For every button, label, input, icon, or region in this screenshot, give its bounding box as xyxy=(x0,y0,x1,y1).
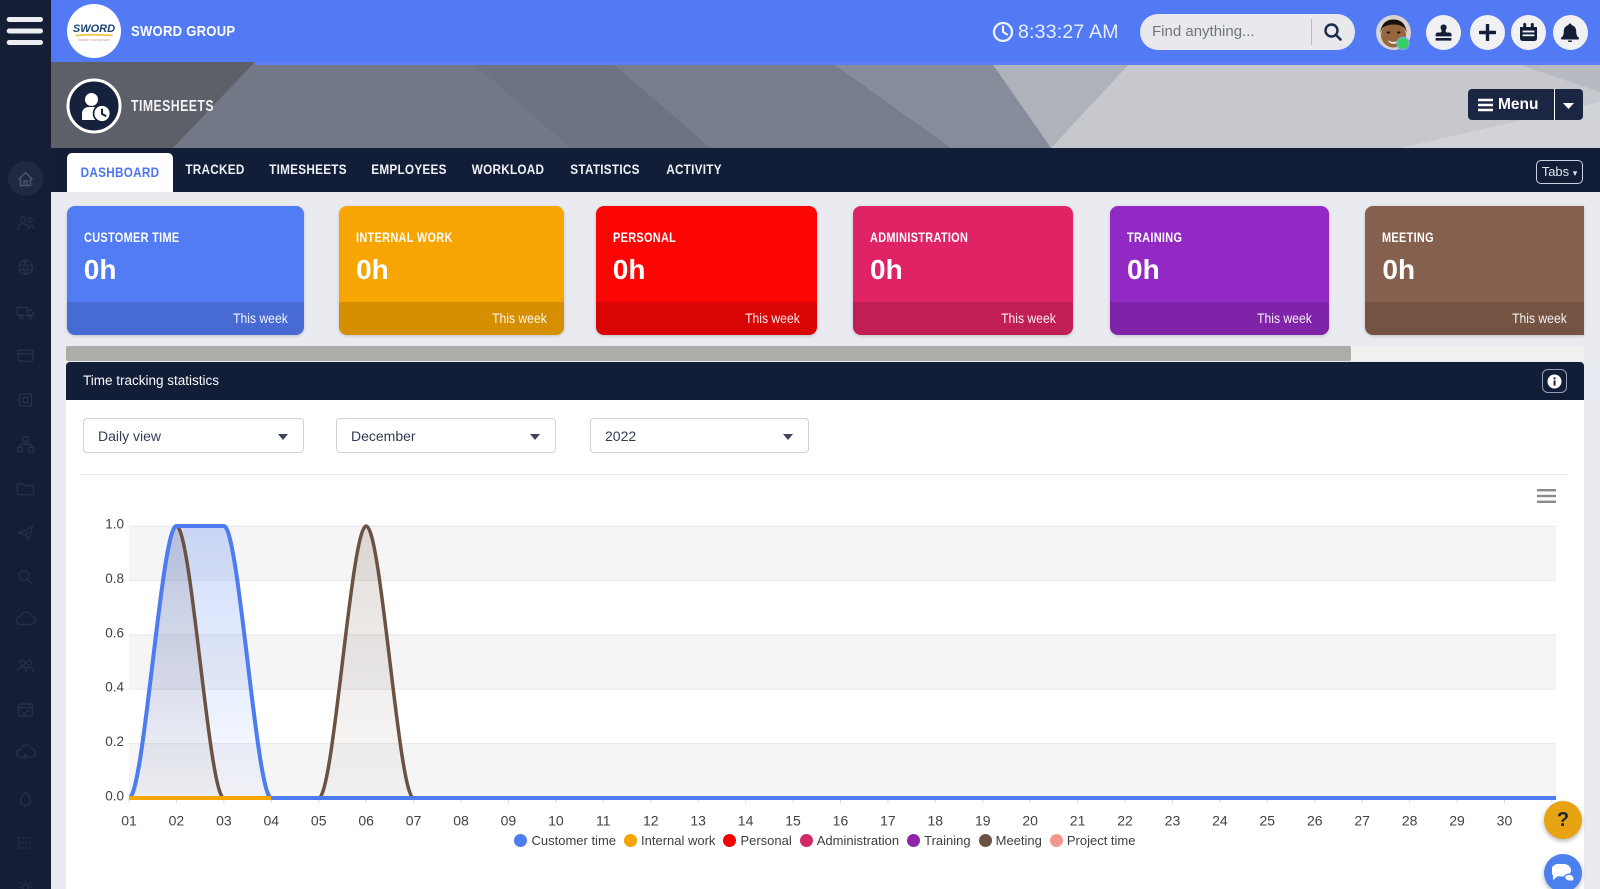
svg-text:15: 15 xyxy=(785,813,801,829)
svg-text:0.0: 0.0 xyxy=(105,789,124,804)
svg-text:20: 20 xyxy=(1022,813,1038,829)
svg-text:25: 25 xyxy=(1260,813,1276,829)
svg-text:SWORD: SWORD xyxy=(72,23,114,35)
svg-text:21: 21 xyxy=(1070,813,1086,829)
svg-text:22: 22 xyxy=(1117,813,1133,829)
svg-text:05: 05 xyxy=(311,813,327,829)
svg-text:0.2: 0.2 xyxy=(105,734,124,749)
svg-text:17: 17 xyxy=(880,813,896,829)
svg-text:12: 12 xyxy=(643,813,659,829)
svg-text:1.0: 1.0 xyxy=(105,517,124,532)
svg-text:06: 06 xyxy=(358,813,374,829)
svg-text:24: 24 xyxy=(1212,813,1228,829)
svg-text:08: 08 xyxy=(453,813,469,829)
svg-text:18: 18 xyxy=(928,813,944,829)
svg-text:27: 27 xyxy=(1354,813,1370,829)
svg-text:16: 16 xyxy=(833,813,849,829)
svg-text:30: 30 xyxy=(1497,813,1513,829)
svg-text:28: 28 xyxy=(1402,813,1418,829)
svg-text:11: 11 xyxy=(596,813,611,829)
svg-text:19: 19 xyxy=(975,813,991,829)
svg-text:09: 09 xyxy=(501,813,517,829)
svg-text:07: 07 xyxy=(406,813,422,829)
svg-text:02: 02 xyxy=(169,813,185,829)
svg-text:04: 04 xyxy=(264,813,280,829)
svg-text:0.6: 0.6 xyxy=(105,625,124,640)
svg-text:29: 29 xyxy=(1449,813,1465,829)
svg-text:03: 03 xyxy=(216,813,232,829)
svg-text:23: 23 xyxy=(1165,813,1181,829)
svg-text:0.8: 0.8 xyxy=(105,571,124,586)
svg-text:26: 26 xyxy=(1307,813,1323,829)
svg-text:10: 10 xyxy=(548,813,564,829)
svg-text:0.4: 0.4 xyxy=(105,680,124,695)
svg-text:14: 14 xyxy=(738,813,754,829)
svg-text:13: 13 xyxy=(690,813,706,829)
svg-text:SWORD YOUR BUSINESS: SWORD YOUR BUSINESS xyxy=(78,38,110,42)
svg-text:01: 01 xyxy=(121,813,137,829)
